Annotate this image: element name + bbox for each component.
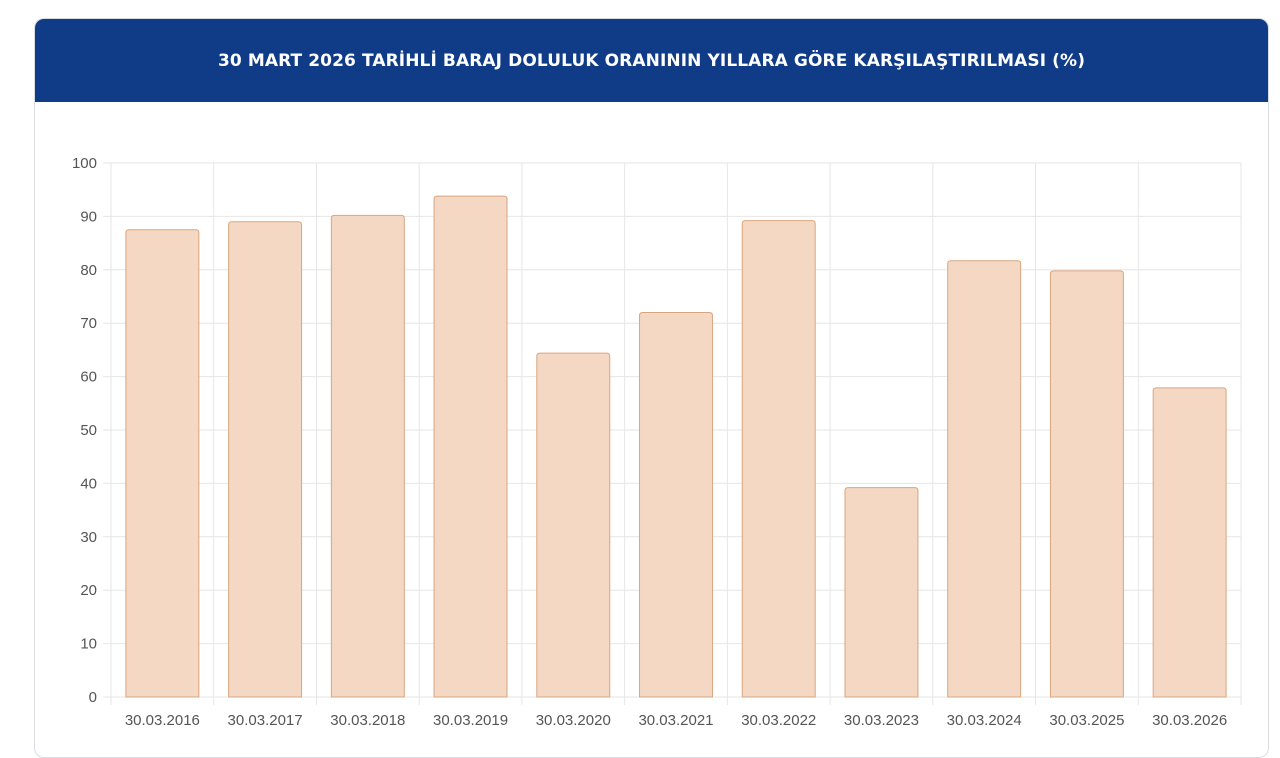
x-tick-label: 30.03.2019 bbox=[433, 712, 508, 729]
bar-30.03.2018[interactable] bbox=[330, 214, 405, 698]
chart-title: 30 MART 2026 TARİHLİ BARAJ DOLULUK ORANI… bbox=[35, 19, 1268, 102]
y-tick-label: 20 bbox=[80, 582, 97, 599]
bar-30.03.2016[interactable] bbox=[125, 229, 200, 698]
bar-30.03.2017[interactable] bbox=[228, 221, 303, 698]
y-tick-label: 100 bbox=[72, 155, 97, 172]
y-tick-label: 40 bbox=[80, 475, 97, 492]
bar-30.03.2025[interactable] bbox=[1049, 270, 1124, 698]
bar-30.03.2021[interactable] bbox=[639, 312, 713, 698]
y-tick-label: 70 bbox=[80, 315, 97, 332]
bar-30.03.2024[interactable] bbox=[947, 260, 1022, 698]
x-tick-label: 30.03.2018 bbox=[330, 712, 405, 729]
x-tick-label: 30.03.2023 bbox=[844, 712, 919, 729]
x-tick-label: 30.03.2024 bbox=[947, 712, 1022, 729]
y-tick-label: 60 bbox=[80, 369, 97, 386]
chart-card: 30 MART 2026 TARİHLİ BARAJ DOLULUK ORANI… bbox=[34, 18, 1269, 758]
y-tick-label: 90 bbox=[80, 208, 97, 225]
x-tick-label: 30.03.2016 bbox=[125, 712, 200, 729]
bar-30.03.2020[interactable] bbox=[536, 352, 611, 698]
y-axis-ticks: 0 10 20 30 40 50 60 70 80 90 100 bbox=[72, 155, 97, 706]
x-axis-ticks: 30.03.2016 30.03.2017 30.03.2018 30.03.2019… bbox=[125, 712, 1227, 729]
y-tick-label: 0 bbox=[89, 689, 97, 706]
x-tick-label: 30.03.2017 bbox=[228, 712, 303, 729]
y-tick-label: 50 bbox=[80, 422, 97, 439]
chart-area: 0 10 20 30 40 50 60 70 80 90 100 30.03.2016 30.03.2… bbox=[35, 102, 1268, 757]
x-tick-label: 30.03.2025 bbox=[1049, 712, 1124, 729]
bar-30.03.2023[interactable] bbox=[844, 487, 919, 698]
bar-30.03.2019[interactable] bbox=[433, 195, 508, 698]
x-tick-label: 30.03.2021 bbox=[638, 712, 713, 729]
x-tick-label: 30.03.2026 bbox=[1152, 712, 1227, 729]
x-tick-label: 30.03.2020 bbox=[536, 712, 611, 729]
x-tick-label: 30.03.2022 bbox=[741, 712, 816, 729]
y-tick-label: 80 bbox=[80, 262, 97, 279]
bar-30.03.2026[interactable] bbox=[1152, 387, 1227, 698]
y-tick-label: 10 bbox=[80, 636, 97, 653]
y-tick-label: 30 bbox=[80, 529, 97, 546]
bar-30.03.2022[interactable] bbox=[741, 220, 816, 698]
bars bbox=[125, 195, 1227, 698]
